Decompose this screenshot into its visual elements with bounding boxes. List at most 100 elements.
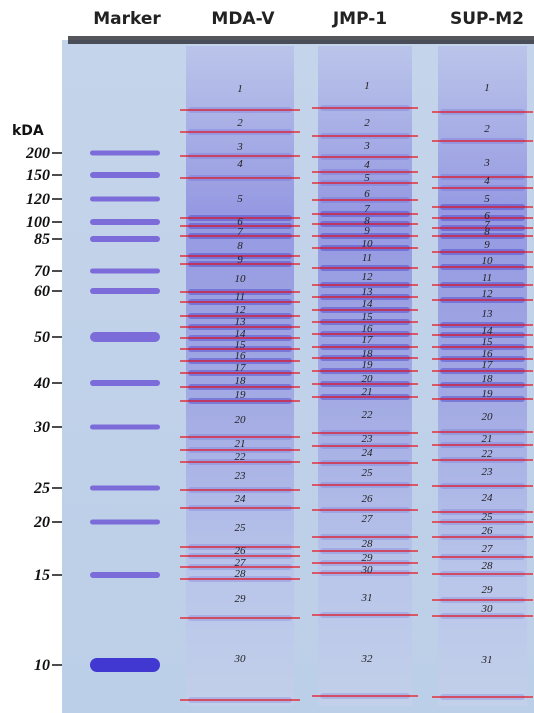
slice-number: 13 [362,286,374,298]
marker-band [90,425,160,430]
slice-number: 26 [362,493,374,505]
slice-number: 18 [235,375,247,387]
marker-label: 40 [33,375,50,392]
marker-label: 60 [34,283,50,300]
slice-number: 31 [481,654,493,666]
slice-number: 5 [484,193,490,205]
slice-number: 22 [235,451,247,463]
slice-number: 8 [484,226,490,238]
slice-number: 31 [361,592,373,604]
marker-label: 200 [25,145,50,162]
slice-number: 1 [237,83,243,95]
slice-number: 20 [235,414,247,426]
slice-number: 22 [482,448,494,460]
slice-number: 1 [364,80,370,92]
marker-band [90,520,160,525]
lane-header: MDA-V [211,9,275,29]
slice-number: 3 [236,141,243,153]
slice-number: 10 [235,273,247,285]
lane-header: Marker [93,9,161,29]
unit-label: kDA [12,123,44,139]
marker-band [90,380,160,386]
marker-label: 70 [34,263,50,280]
slice-number: 12 [362,271,374,283]
marker-band [90,269,160,274]
marker-band [90,236,160,242]
slice-number: 2 [484,123,490,135]
marker-label: 50 [34,329,50,346]
slice-number: 10 [362,238,374,250]
slice-number: 11 [482,272,492,284]
marker-band [90,332,160,342]
slice-number: 3 [363,140,370,152]
slice-number: 19 [235,389,247,401]
slice-number: 17 [362,334,374,346]
slice-number: 10 [482,255,494,267]
slice-number: 12 [235,304,247,316]
slice-number: 20 [482,411,494,423]
slice-number: 11 [235,291,245,303]
slice-number: 3 [483,157,490,169]
lane-header: JMP-1 [332,9,387,29]
marker-label: 30 [33,419,50,436]
slice-number: 4 [364,159,370,171]
slice-number: 28 [235,568,247,580]
slice-number: 11 [362,252,372,264]
slice-number: 19 [482,388,494,400]
slice-number: 25 [362,467,374,479]
slice-number: 5 [364,172,370,184]
slice-number: 15 [362,311,374,323]
slice-number: 2 [364,117,370,129]
slice-number: 24 [362,447,374,459]
marker-band [90,572,160,578]
lane-header: SUP-M2 [450,9,524,29]
slice-number: 8 [237,240,243,252]
marker-band [90,288,160,294]
slice-number: 22 [362,409,374,421]
slice-number: 30 [234,653,247,665]
marker-label: 85 [34,231,50,248]
slice-number: 9 [237,254,243,266]
slice-number: 9 [484,239,490,251]
gel-image: Marker MDA-V JMP-1 SUP-M2 kDA 2001501201… [0,0,534,713]
slice-number: 13 [235,316,247,328]
slice-number: 27 [362,513,374,525]
slice-number: 4 [484,175,490,187]
slice-number: 25 [235,522,247,534]
marker-label: 150 [26,167,50,184]
slice-number: 12 [482,288,494,300]
marker-label: 15 [34,567,50,584]
slice-number: 21 [362,386,373,398]
marker-label: 10 [34,657,50,674]
wells [68,36,534,44]
slice-number: 30 [361,564,374,576]
slice-number: 23 [362,433,374,445]
slice-number: 7 [364,203,370,215]
slice-number: 26 [482,525,494,537]
marker-band [90,172,160,178]
slice-number: 23 [235,470,247,482]
slice-number: 15 [482,336,494,348]
slice-number: 21 [235,438,246,450]
slice-number: 6 [364,188,370,200]
marker-label: 20 [33,514,50,531]
marker-label: 100 [26,214,50,231]
marker-band [90,151,160,156]
slice-number: 29 [235,593,247,605]
slice-number: 23 [482,466,494,478]
slice-number: 25 [482,511,494,523]
slice-number: 29 [362,552,374,564]
marker-band [90,197,160,202]
marker-band [90,486,160,491]
slice-number: 21 [482,433,493,445]
marker-band [90,219,160,225]
slice-number: 16 [235,350,247,362]
slice-number: 28 [362,538,374,550]
slice-number: 26 [235,545,247,557]
slice-number: 24 [482,492,494,504]
slice-number: 32 [361,653,374,665]
slice-number: 4 [237,158,243,170]
slice-number: 7 [237,226,243,238]
slice-number: 17 [482,359,494,371]
marker-label: 120 [26,191,50,208]
